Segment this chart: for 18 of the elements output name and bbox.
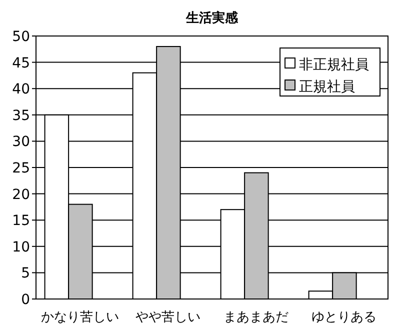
y-tick-label: 30 bbox=[12, 134, 30, 150]
y-tick-label: 50 bbox=[12, 29, 30, 45]
y-tick-label: 10 bbox=[12, 239, 30, 256]
legend-label: 非正規社員 bbox=[299, 57, 369, 73]
legend-label: 正規社員 bbox=[299, 79, 355, 95]
y-tick-label: 35 bbox=[12, 108, 30, 124]
y-tick-label: 0 bbox=[21, 292, 30, 308]
x-tick-label: ゆとりある bbox=[312, 310, 376, 325]
y-tick-label: 20 bbox=[12, 186, 30, 203]
x-tick-label: かなり苦しい bbox=[41, 310, 119, 325]
y-tick-label: 25 bbox=[12, 160, 30, 176]
x-tick-label: やや苦しい bbox=[136, 310, 200, 325]
y-tick-label: 5 bbox=[21, 266, 30, 282]
y-tick-label: 40 bbox=[12, 82, 30, 98]
chart-title: 生活実感 bbox=[185, 10, 239, 26]
x-tick-label: まあまあだ bbox=[224, 310, 288, 325]
y-tick-label: 45 bbox=[12, 55, 30, 72]
y-tick-label: 15 bbox=[12, 213, 30, 230]
